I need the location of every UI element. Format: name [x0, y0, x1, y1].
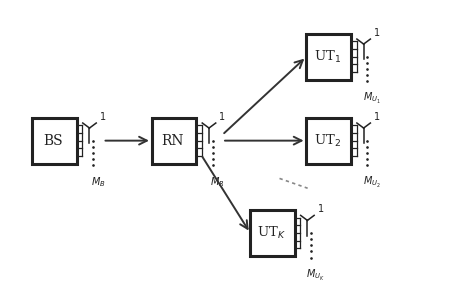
Text: 1: 1 — [219, 112, 226, 122]
Text: $M_{U_1}$: $M_{U_1}$ — [363, 91, 381, 106]
Text: BS: BS — [43, 134, 63, 148]
Text: RN: RN — [161, 134, 184, 148]
Text: 1: 1 — [100, 112, 106, 122]
Bar — [32, 118, 77, 164]
Text: $M_R$: $M_R$ — [210, 175, 225, 189]
Bar — [152, 118, 196, 164]
Text: $M_{U_2}$: $M_{U_2}$ — [363, 175, 381, 190]
Text: 1: 1 — [374, 112, 380, 122]
Bar — [250, 210, 295, 256]
Text: UT$_2$: UT$_2$ — [314, 133, 341, 149]
Bar — [306, 33, 351, 80]
Bar — [306, 118, 351, 164]
Text: $M_{U_K}$: $M_{U_K}$ — [306, 267, 325, 283]
Text: $M_B$: $M_B$ — [91, 175, 105, 189]
Text: 1: 1 — [318, 204, 324, 214]
Text: UT$_1$: UT$_1$ — [314, 49, 341, 65]
Text: 1: 1 — [374, 28, 380, 38]
Text: UT$_K$: UT$_K$ — [257, 225, 285, 241]
